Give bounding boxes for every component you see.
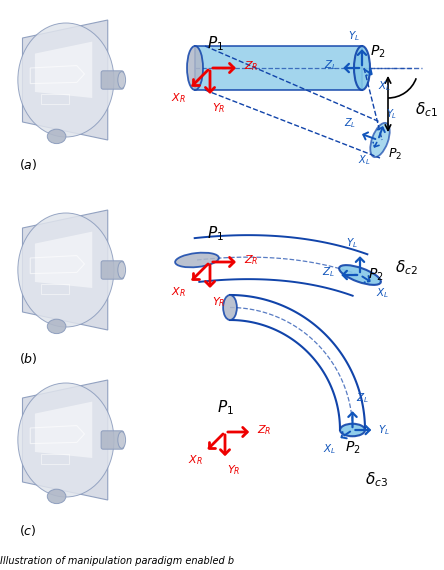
- Text: $Y_R$: $Y_R$: [227, 463, 241, 477]
- Text: $P_1$: $P_1$: [217, 398, 234, 417]
- FancyBboxPatch shape: [195, 46, 362, 90]
- Text: $X_L$: $X_L$: [322, 442, 336, 456]
- Text: $(b)$: $(b)$: [19, 351, 37, 365]
- Ellipse shape: [223, 295, 237, 320]
- Text: $P_2$: $P_2$: [345, 440, 360, 456]
- Text: $Z_R$: $Z_R$: [244, 253, 258, 267]
- FancyBboxPatch shape: [101, 431, 124, 449]
- Ellipse shape: [118, 72, 126, 88]
- Text: $Y_L$: $Y_L$: [346, 236, 358, 250]
- Text: $Y_L$: $Y_L$: [348, 29, 360, 43]
- Ellipse shape: [48, 319, 66, 333]
- Ellipse shape: [354, 46, 370, 90]
- Ellipse shape: [370, 123, 390, 157]
- Ellipse shape: [175, 253, 219, 267]
- Text: $(a)$: $(a)$: [19, 157, 37, 173]
- Text: $P_1$: $P_1$: [206, 35, 223, 54]
- Text: $Z_L$: $Z_L$: [344, 116, 357, 130]
- FancyBboxPatch shape: [101, 71, 124, 89]
- Polygon shape: [23, 380, 108, 500]
- Ellipse shape: [18, 23, 114, 137]
- Polygon shape: [35, 402, 92, 458]
- Ellipse shape: [339, 265, 381, 285]
- Ellipse shape: [340, 424, 365, 436]
- Ellipse shape: [118, 431, 126, 449]
- Text: $\delta_{c3}$: $\delta_{c3}$: [365, 471, 388, 490]
- Ellipse shape: [187, 46, 203, 90]
- Text: $P_2$: $P_2$: [388, 146, 402, 161]
- Text: $X_L$: $X_L$: [376, 286, 389, 300]
- Polygon shape: [35, 42, 92, 98]
- Text: $\delta_{c2}$: $\delta_{c2}$: [395, 259, 418, 278]
- Polygon shape: [23, 210, 108, 330]
- Text: $Z_L$: $Z_L$: [322, 265, 335, 279]
- Text: $\delta_{c1}$: $\delta_{c1}$: [415, 101, 438, 119]
- Text: $Z_L$: $Z_L$: [356, 391, 369, 405]
- Text: $X_R$: $X_R$: [188, 454, 202, 467]
- Text: $X_R$: $X_R$: [171, 285, 186, 299]
- Ellipse shape: [18, 213, 114, 327]
- Text: $P_2$: $P_2$: [370, 44, 385, 60]
- Text: $Z_R$: $Z_R$: [257, 423, 271, 437]
- Text: $P_1$: $P_1$: [206, 225, 223, 243]
- FancyBboxPatch shape: [101, 261, 124, 279]
- Text: $X_L$: $X_L$: [377, 79, 391, 92]
- Ellipse shape: [118, 262, 126, 278]
- Text: $X_L$: $X_L$: [358, 153, 371, 167]
- Text: Illustration of manipulation paradigm enabled b: Illustration of manipulation paradigm en…: [0, 556, 234, 566]
- Text: $P_2$: $P_2$: [368, 267, 384, 283]
- Ellipse shape: [48, 489, 66, 504]
- Text: $Z_L$: $Z_L$: [324, 58, 337, 72]
- Text: $Y_L$: $Y_L$: [378, 423, 390, 437]
- Text: $Y_L$: $Y_L$: [386, 108, 397, 121]
- Ellipse shape: [18, 383, 114, 497]
- Text: $Y_R$: $Y_R$: [212, 101, 226, 115]
- Ellipse shape: [48, 129, 66, 144]
- Text: $(c)$: $(c)$: [19, 523, 37, 538]
- Polygon shape: [23, 20, 108, 140]
- Text: $X_R$: $X_R$: [171, 91, 186, 105]
- Text: $Z_R$: $Z_R$: [244, 59, 258, 73]
- Polygon shape: [35, 231, 92, 288]
- Text: $Y_R$: $Y_R$: [212, 296, 226, 310]
